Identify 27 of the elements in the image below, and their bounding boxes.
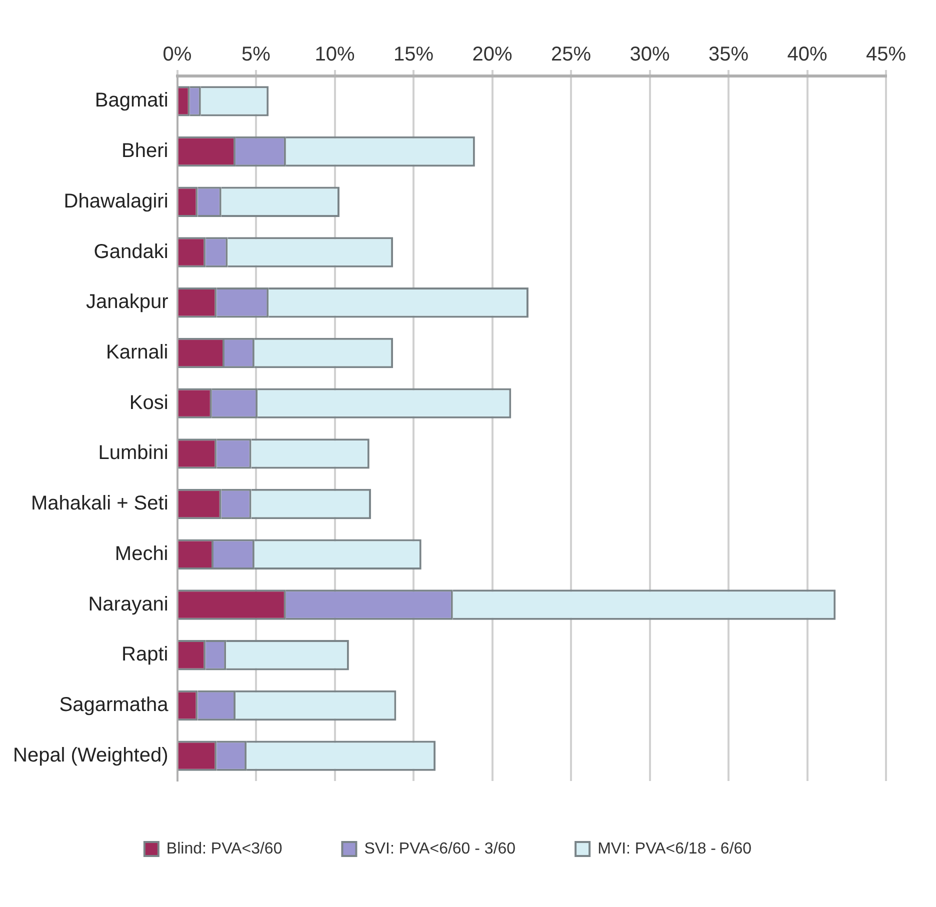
y-tick-label: Janakpur — [86, 291, 169, 314]
y-tick-label: Bagmati — [94, 90, 168, 112]
x-tick-label: 10% — [314, 44, 355, 66]
x-tick-label: 40% — [787, 44, 828, 66]
y-tick-label: Gandaki — [94, 240, 168, 263]
x-tick-label: 15% — [393, 44, 434, 66]
x-tick-label: 20% — [472, 44, 512, 66]
x-tick-label: 45% — [866, 44, 906, 66]
x-tick-label: 35% — [708, 44, 749, 66]
y-tick-label: Dhawalagiri — [64, 190, 168, 212]
y-tick-label: Sagarmatha — [59, 694, 170, 716]
y-tick-label: Nepal (Weighted) — [13, 744, 168, 766]
y-tick-label: Mahakali + Seti — [30, 492, 168, 515]
legend-label: MVI: PVA<6/18 - 6/60 — [598, 840, 752, 858]
y-tick-label: Kosi — [129, 392, 168, 414]
y-tick-label: Karnali — [106, 341, 168, 364]
x-tick-label: 25% — [550, 44, 592, 66]
legend-label: SVI: PVA<6/60 - 3/60 — [364, 840, 516, 858]
y-tick-label: Rapti — [122, 644, 168, 666]
x-tick-label: 0% — [162, 44, 192, 66]
y-tick-label: Mechi — [114, 542, 168, 565]
y-tick-label: Narayani — [88, 593, 168, 616]
y-tick-label: Lumbini — [98, 442, 168, 464]
y-tick-label: Bheri — [122, 140, 168, 162]
legend-label: Blind: PVA<3/60 — [166, 840, 282, 858]
x-tick-label: 5% — [242, 44, 271, 66]
x-tick-label: 30% — [630, 44, 670, 66]
